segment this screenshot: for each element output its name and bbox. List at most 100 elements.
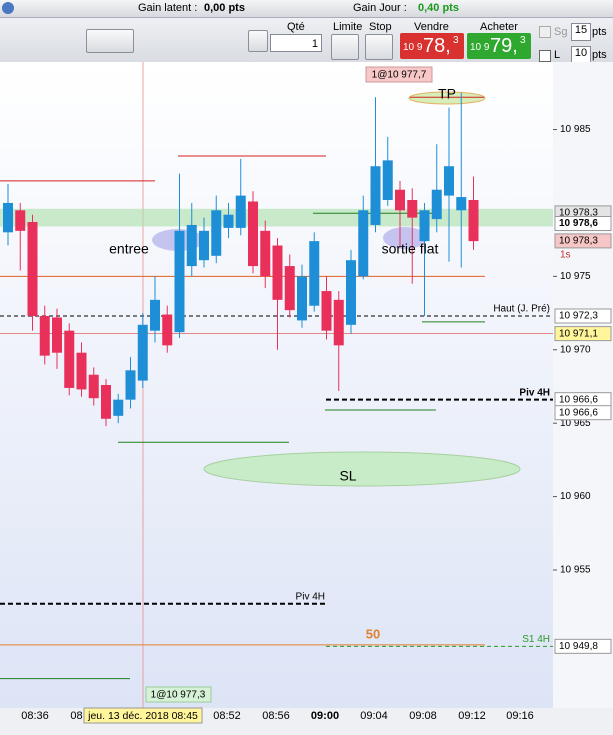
candle-body	[235, 195, 246, 228]
x-tick-label: 09:08	[409, 710, 437, 722]
buy-button[interactable]: 10 9 79, 3	[467, 33, 531, 59]
candle-body	[52, 317, 62, 353]
app-icon	[2, 2, 14, 14]
sg-label: Sg	[554, 26, 568, 38]
price-label: 10 949,8	[559, 641, 598, 652]
tp-zone	[408, 91, 486, 105]
buy-prefix: 10 9	[470, 42, 490, 53]
candle-body	[223, 214, 234, 228]
price-label: 10 978,3	[559, 236, 598, 247]
gain-latent-label: Gain latent :	[138, 2, 198, 14]
chart: 10 955 10 960 10 965 10 970 10 975 10 985 Haut…	[0, 62, 613, 735]
price-label-box	[554, 233, 612, 249]
candle-body	[101, 385, 111, 419]
price-label-box	[554, 216, 612, 231]
x-tick-label: 08:56	[262, 710, 290, 722]
cursor-date-box	[83, 707, 203, 724]
buy-big: 79,	[490, 35, 518, 57]
candle-body	[297, 276, 307, 321]
buy-small: 3	[520, 35, 526, 46]
x-tick-label: 09:16	[506, 710, 534, 722]
y-axis-area	[553, 62, 613, 708]
candle-body	[27, 222, 38, 316]
limit-label: Limite	[333, 21, 363, 33]
settings-button[interactable]	[248, 30, 268, 52]
x-tick-label: 08:52	[213, 710, 241, 722]
gain-jour: 0,40 pts	[418, 2, 459, 14]
candle-body	[444, 166, 454, 196]
candle-body	[395, 189, 405, 211]
order-label: 1@10 977,3	[151, 690, 206, 701]
price-tag: 1s	[560, 250, 571, 261]
stop-label: Stop	[369, 21, 392, 33]
order-box	[145, 686, 212, 703]
price-label: 10 978,6	[559, 218, 598, 229]
level-name: Piv 4H	[296, 591, 325, 602]
x-tick-label: 08:	[70, 710, 85, 722]
toolbar: Qté 1 Limite Stop Vendre 10 9 78, 3 Ache…	[0, 18, 613, 64]
qty-input[interactable]: 1	[270, 34, 322, 52]
candle-body	[64, 330, 75, 388]
level-name: Piv 4H	[519, 387, 550, 398]
stop-button[interactable]	[365, 34, 393, 60]
l-input[interactable]: 10	[571, 46, 591, 64]
price-label: 10 972,3	[559, 311, 598, 322]
candle-body	[333, 299, 344, 346]
sell-button[interactable]: 10 9 78, 3	[400, 33, 464, 59]
level-name: S1 4H	[522, 634, 550, 645]
candle-body	[39, 315, 50, 356]
candle-body	[174, 230, 185, 333]
y-tick-label: 10 960	[560, 491, 591, 502]
price-label-box	[554, 405, 612, 421]
cursor-date: jeu. 13 déc. 2018 08:45	[87, 710, 198, 722]
sg-checkbox[interactable]	[539, 26, 551, 38]
l-checkbox[interactable]	[539, 50, 551, 62]
sg-input[interactable]: 15	[571, 23, 591, 41]
sell-small: 3	[453, 35, 459, 46]
candle-body	[272, 245, 283, 300]
candle-body	[199, 230, 209, 261]
candle-body	[284, 266, 295, 311]
price-label-box	[554, 638, 612, 654]
annotation: SL	[339, 468, 356, 484]
candle-body	[186, 224, 197, 267]
top-bar: Gain latent : 0,00 pts Gain Jour : 0,40 …	[0, 0, 613, 18]
y-tick-label: 10 955	[560, 565, 591, 576]
price-label: 10 966,6	[559, 394, 598, 405]
x-tick-label: 09:00	[311, 710, 339, 722]
price-label: 10 971,1	[559, 328, 598, 339]
candle-body	[382, 160, 393, 201]
sell-label: Vendre	[414, 21, 449, 33]
candle-body	[456, 197, 467, 211]
candle-body	[358, 210, 369, 277]
price-label: 10 966,6	[559, 407, 598, 418]
candle-body	[321, 291, 332, 331]
sl-zone	[203, 451, 521, 487]
candle-body	[137, 324, 148, 381]
limit-button[interactable]	[331, 34, 359, 60]
candle-body	[162, 314, 173, 346]
candle-body	[150, 299, 160, 331]
x-tick-label: 08:36	[21, 710, 49, 722]
exit-marker	[383, 227, 427, 249]
candle-body	[3, 202, 13, 233]
candle-body	[370, 166, 381, 225]
x-tick-label: 09:04	[360, 710, 388, 722]
annotation: sortie flat	[382, 241, 439, 257]
l-unit: pts	[592, 49, 607, 61]
candle-body	[15, 210, 26, 231]
gain-jour-label: Gain Jour :	[353, 2, 407, 14]
y-tick-label: 10 965	[560, 418, 591, 429]
gain-latent: 0,00 pts	[204, 2, 245, 14]
indicator-button[interactable]	[86, 29, 134, 53]
candle-body	[431, 189, 442, 220]
candle-body	[113, 399, 124, 416]
price-label-box	[554, 326, 612, 342]
level-name: Haut (J. Pré)	[493, 304, 550, 315]
candle-body	[88, 374, 99, 399]
y-tick-label: 10 975	[560, 271, 591, 282]
y-tick-label: 10 985	[560, 124, 591, 135]
y-tick-label: 10 970	[560, 344, 591, 355]
candle-body	[260, 230, 271, 277]
